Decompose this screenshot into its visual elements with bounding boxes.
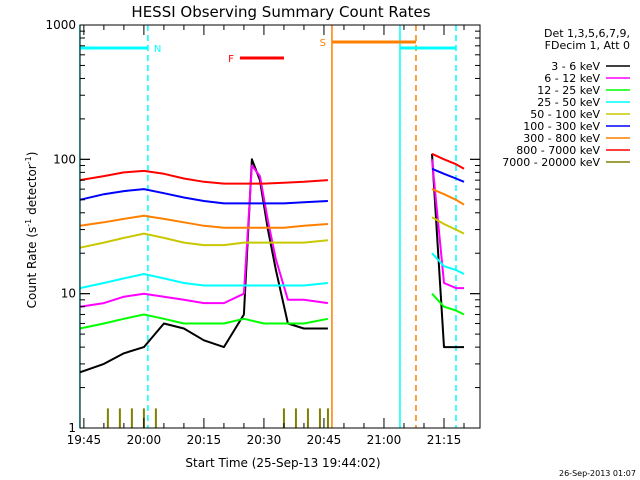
series-line-50-100kev <box>79 216 465 249</box>
series-line-25-50kev <box>79 252 465 290</box>
series-line-3-6kev <box>79 153 464 374</box>
axes: 1 10 100 1000 19:45 20:00 20:15 20:30 20:45 21:00… <box>45 18 481 447</box>
x-axis-label: Start Time (25-Sep-13 19:44:02) <box>185 456 380 470</box>
legend-header-line-1: Det 1,3,5,6,7,9, <box>544 27 630 40</box>
y-tick-label-100: 100 <box>53 152 76 166</box>
y-tick-label-10: 10 <box>61 287 76 301</box>
series-line-12-25kev <box>79 293 465 330</box>
flag-label-F: F <box>228 54 234 65</box>
legend: Det 1,3,5,6,7,9, FDecim 1, Att 0 3 - 6 k… <box>502 27 630 169</box>
x-tick-label-2015: 20:15 <box>187 433 222 447</box>
x-tick-label-2000: 20:00 <box>127 433 162 447</box>
plot-frame <box>79 24 481 429</box>
legend-label-6: 100 - 300 keV <box>523 120 600 133</box>
legend-label-1: 3 - 6 keV <box>551 60 600 73</box>
x-tick-label-2100: 21:00 <box>367 433 402 447</box>
legend-label-9: 7000 - 20000 keV <box>502 156 600 169</box>
y-axis-label: Count Rate (s-1 detector-1) <box>24 152 39 309</box>
x-tick-label-2030: 20:30 <box>247 433 282 447</box>
timestamp: 26-Sep-2013 01:07 <box>559 469 636 478</box>
flag-label-S: S <box>320 38 326 49</box>
legend-label-2: 6 - 12 keV <box>544 72 600 85</box>
x-tick-label-2045: 20:45 <box>307 433 342 447</box>
y-axis-label-exp2: -1 <box>24 156 33 164</box>
plot-area: N S F <box>79 25 465 428</box>
legend-label-4: 25 - 50 keV <box>537 96 600 109</box>
x-tick-label-1945: 19:45 <box>67 433 102 447</box>
y-axis-label-main: Count Rate (s <box>25 227 39 309</box>
y-tick-label-1000: 1000 <box>45 18 76 32</box>
x-tick-label-2115: 21:15 <box>427 433 462 447</box>
legend-label-5: 50 - 100 keV <box>530 108 600 121</box>
y-tick-label-1: 1 <box>68 421 76 435</box>
y-axis-label-end: ) <box>25 152 39 157</box>
y-axis-label-mid: detector <box>25 164 39 219</box>
flag-label-N: N <box>154 44 161 55</box>
y-axis-label-exp1: -1 <box>24 219 33 227</box>
chart-title: HESSI Observing Summary Count Rates <box>131 3 430 21</box>
series-line-100-300kev <box>79 167 465 205</box>
legend-label-8: 800 - 7000 keV <box>516 144 600 157</box>
legend-header-line-2: FDecim 1, Att 0 <box>545 39 630 52</box>
series-line-800-7000kev <box>79 152 465 185</box>
legend-label-3: 12 - 25 keV <box>537 84 600 97</box>
legend-label-7: 300 - 800 keV <box>523 132 600 145</box>
series-line-300-800kev <box>79 188 465 229</box>
